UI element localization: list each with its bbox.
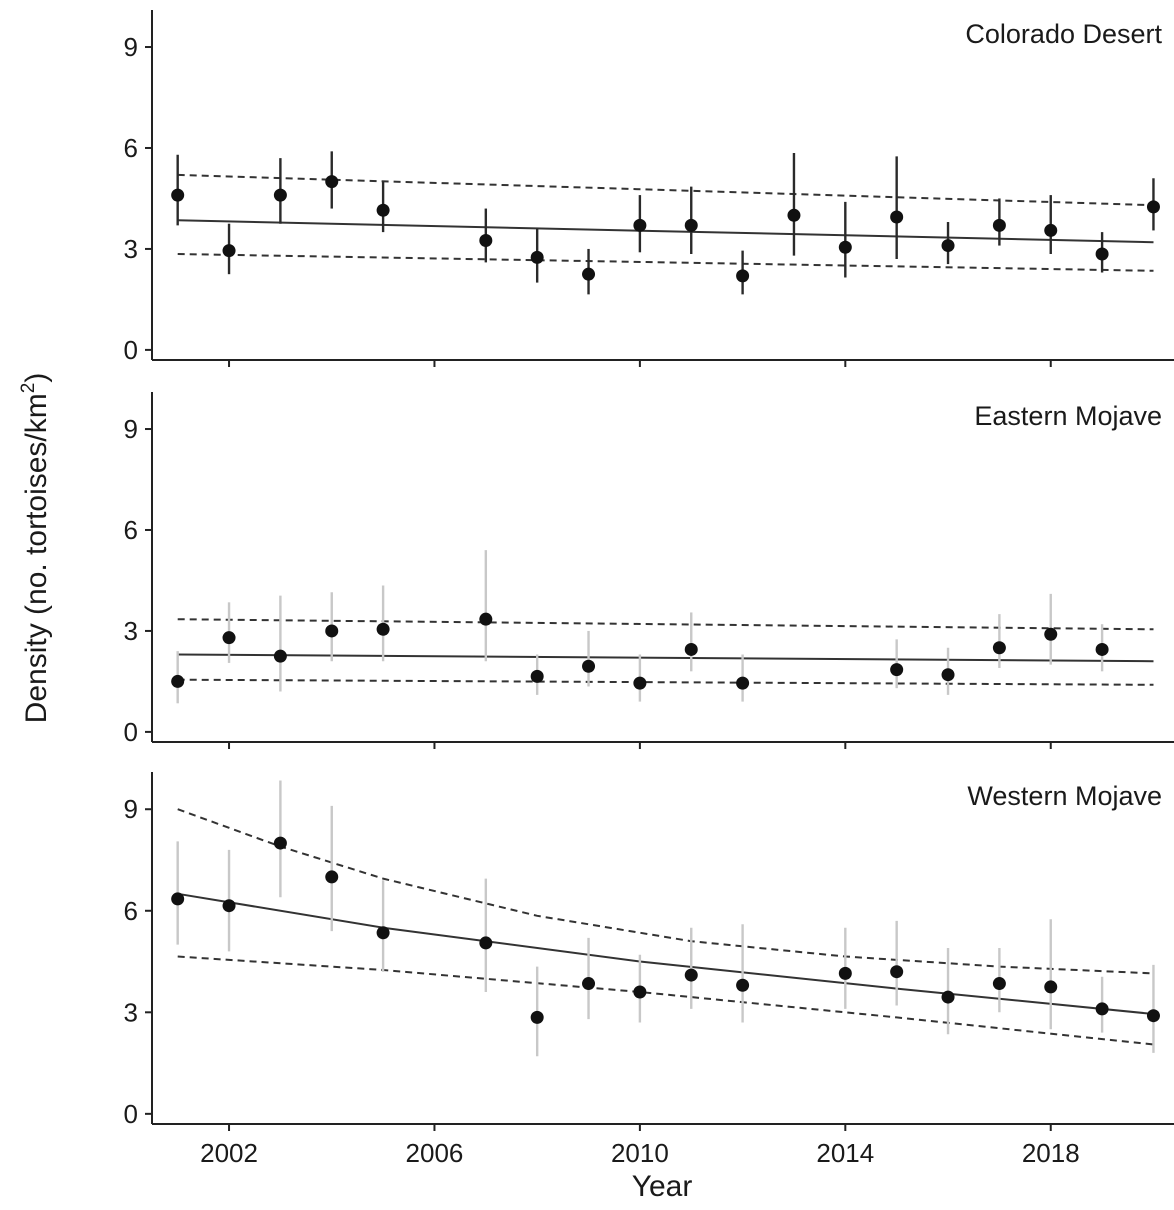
data-point [1146, 1009, 1160, 1023]
data-point [376, 203, 390, 217]
x-tick-label: 2002 [200, 1138, 258, 1168]
data-point [890, 965, 904, 979]
data-point [479, 612, 493, 626]
data-point [171, 892, 185, 906]
y-tick-label: 6 [124, 515, 138, 545]
panel-title: Western Mojave [967, 781, 1162, 811]
data-point [1095, 642, 1109, 656]
panel-title: Eastern Mojave [974, 401, 1162, 431]
panel-2: 0 3 6 9 Western Mojave [124, 772, 1174, 1131]
ci-upper-line [177, 173, 1154, 207]
data-point [376, 926, 390, 940]
data-point [992, 641, 1006, 655]
data-point [633, 676, 647, 690]
data-point [633, 985, 647, 999]
y-tick-label: 3 [124, 997, 138, 1027]
data-point [273, 649, 287, 663]
data-point [1095, 1002, 1109, 1016]
data-point [941, 668, 955, 682]
data-point [582, 659, 596, 673]
x-axis: 2002 2006 2010 2014 2018 [200, 1138, 1080, 1168]
data-point [1095, 247, 1109, 261]
data-point [1044, 980, 1058, 994]
data-point [171, 188, 185, 202]
ci-lower-line [177, 678, 1154, 686]
data-point [582, 977, 596, 991]
ci-lower-line [177, 253, 1154, 272]
data-point [890, 210, 904, 224]
ci-upper-line [177, 618, 1154, 631]
y-tick-label: 9 [124, 32, 138, 62]
trend-line [177, 219, 1154, 244]
data-point [325, 175, 339, 189]
y-tick-label: 9 [124, 794, 138, 824]
data-point [992, 218, 1006, 232]
data-point [890, 663, 904, 677]
data-point [273, 836, 287, 850]
panel-title: Colorado Desert [965, 19, 1162, 49]
panel-1: 0 3 6 9 Eastern Mojave [124, 392, 1174, 749]
y-tick-label: 0 [124, 335, 138, 365]
trend-line [177, 892, 1154, 1015]
data-point [1044, 627, 1058, 641]
data-point [530, 669, 544, 683]
data-point [736, 676, 750, 690]
data-point [684, 218, 698, 232]
data-point [171, 674, 185, 688]
y-axis-label-close: ) [20, 373, 53, 383]
y-tick-label: 0 [124, 1099, 138, 1129]
y-tick-label: 6 [124, 133, 138, 163]
ci-upper-line [177, 808, 1154, 975]
data-point [633, 218, 647, 232]
data-point [992, 977, 1006, 991]
trend-line [177, 653, 1154, 663]
data-point [530, 1010, 544, 1024]
data-point [222, 244, 236, 258]
y-tick-label: 6 [124, 896, 138, 926]
data-point [222, 899, 236, 913]
data-point [838, 240, 852, 254]
data-point [273, 188, 287, 202]
data-point [941, 239, 955, 253]
ci-lower-line [177, 955, 1154, 1046]
x-axis-label: Year [632, 1170, 693, 1203]
y-tick-label: 0 [124, 717, 138, 747]
data-point [530, 250, 544, 264]
y-axis-label-main: Density (no. tortoises/km [20, 393, 53, 723]
y-tick-label: 3 [124, 234, 138, 264]
data-point [325, 624, 339, 638]
panels-group: 0 3 6 9 Colorado Desert 0 3 6 9 Eastern Mojave 0 3 6… [124, 10, 1174, 1131]
x-tick-label: 2006 [406, 1138, 464, 1168]
y-tick-label: 3 [124, 616, 138, 646]
data-point [582, 267, 596, 281]
x-tick-label: 2018 [1022, 1138, 1080, 1168]
y-axis-label-superscript: 2 [18, 383, 39, 394]
y-axis-label: Density (no. tortoises/km2) [18, 373, 53, 724]
data-point [1146, 200, 1160, 214]
panel-0: 0 3 6 9 Colorado Desert [124, 10, 1174, 367]
data-point [376, 622, 390, 636]
data-point [736, 269, 750, 283]
data-point [941, 990, 955, 1004]
data-point [736, 978, 750, 992]
data-point [787, 208, 801, 222]
data-point [222, 631, 236, 645]
y-tick-label: 9 [124, 414, 138, 444]
data-point [684, 968, 698, 982]
data-point [684, 642, 698, 656]
data-point [479, 234, 493, 248]
data-point [838, 966, 852, 980]
data-point [325, 870, 339, 884]
x-tick-label: 2014 [816, 1138, 874, 1168]
data-point [1044, 223, 1058, 237]
x-tick-label: 2010 [611, 1138, 669, 1168]
data-point [479, 936, 493, 950]
